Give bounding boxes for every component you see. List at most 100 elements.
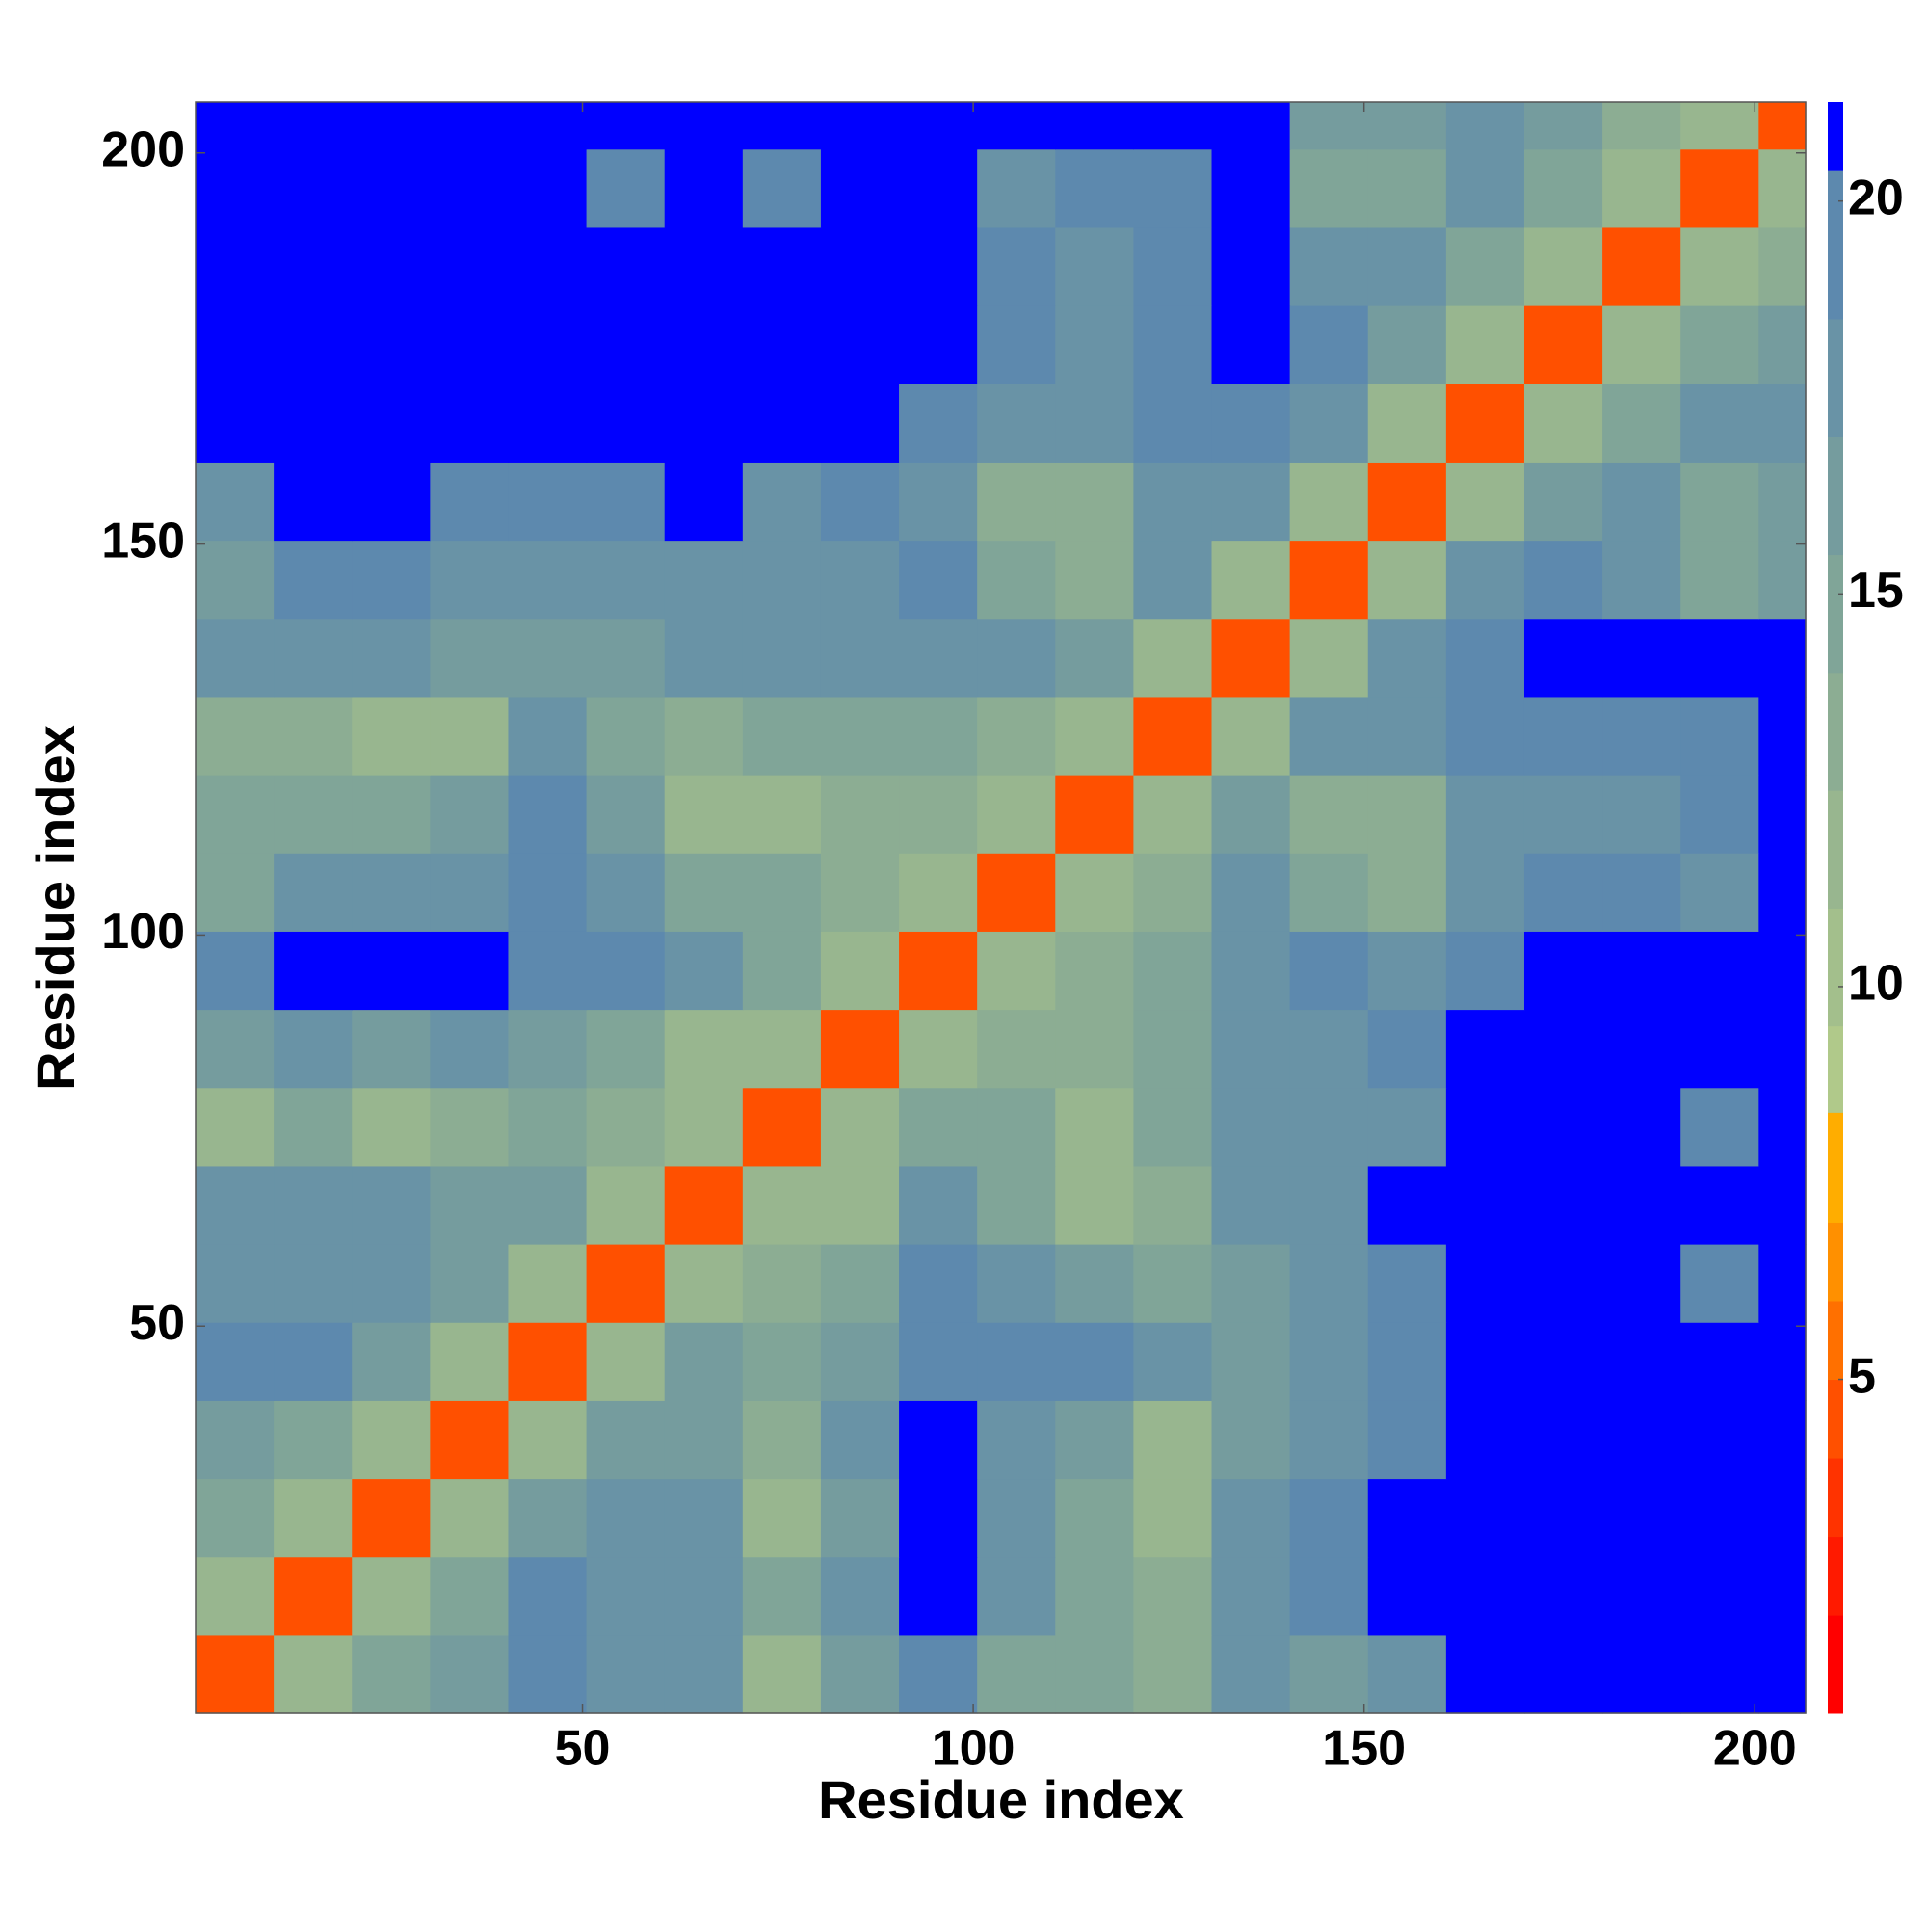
heatmap-cell <box>1367 618 1447 698</box>
heatmap-cell <box>1133 1400 1213 1480</box>
heatmap-cell <box>430 462 510 542</box>
heatmap-cell <box>977 148 1056 228</box>
heatmap-cell <box>1445 1009 1525 1089</box>
heatmap-cell <box>1211 226 1291 306</box>
heatmap-cell <box>899 226 978 306</box>
heatmap-cell <box>1523 853 1603 932</box>
heatmap-cell <box>820 1556 900 1636</box>
heatmap-cell <box>430 696 510 776</box>
heatmap-cell <box>274 1165 353 1245</box>
heatmap-cell <box>508 1634 588 1714</box>
heatmap-cell <box>1133 102 1213 150</box>
heatmap-cell <box>508 853 588 932</box>
heatmap-cell <box>1055 305 1134 384</box>
heatmap-cell <box>742 696 822 776</box>
heatmap-cell <box>742 853 822 932</box>
heatmap-cell <box>1758 148 1807 228</box>
heatmap-cell <box>586 931 666 1011</box>
heatmap-cell <box>508 1400 588 1480</box>
colorbar-band <box>1828 1025 1843 1113</box>
heatmap-cell <box>430 540 510 620</box>
heatmap-cell <box>196 462 275 542</box>
heatmap-cell <box>430 305 510 384</box>
heatmap-cell <box>977 931 1056 1011</box>
heatmap-cell <box>1133 1634 1213 1714</box>
heatmap-cell <box>1445 102 1525 150</box>
heatmap-cell <box>1289 618 1369 698</box>
heatmap-cell <box>899 305 978 384</box>
heatmap-cell <box>274 1634 353 1714</box>
heatmap-cell <box>1211 618 1291 698</box>
heatmap-cell <box>1211 1009 1291 1089</box>
heatmap-cell <box>742 148 822 228</box>
heatmap-cell <box>1523 696 1603 776</box>
heatmap-cell <box>586 1400 666 1480</box>
heatmap-cell <box>1211 305 1291 384</box>
heatmap-cell <box>664 931 744 1011</box>
heatmap-cell <box>1211 1556 1291 1636</box>
colorbar-band <box>1828 1112 1843 1223</box>
heatmap-cell <box>1211 462 1291 542</box>
heatmap-cell <box>1758 1478 1807 1558</box>
heatmap-cell <box>977 102 1056 150</box>
heatmap-cell <box>430 775 510 854</box>
heatmap-cell <box>742 618 822 698</box>
heatmap-cell <box>1445 1400 1525 1480</box>
heatmap-cell <box>1055 1009 1134 1089</box>
heatmap-cell <box>586 540 666 620</box>
heatmap-cell <box>1289 1244 1369 1323</box>
heatmap-cell <box>1602 1634 1681 1714</box>
heatmap-cell <box>977 1165 1056 1245</box>
heatmap-cell <box>274 618 353 698</box>
heatmap-cell <box>274 696 353 776</box>
heatmap-cell <box>1367 1634 1447 1714</box>
heatmap-cell <box>508 540 588 620</box>
heatmap-cell <box>1211 696 1291 776</box>
heatmap-cell <box>1445 148 1525 228</box>
heatmap-cell <box>1211 384 1291 463</box>
heatmap-cell <box>1680 462 1759 542</box>
heatmap-cell <box>352 148 431 228</box>
heatmap-cell <box>1445 696 1525 776</box>
heatmap-cell <box>899 102 978 150</box>
heatmap-cell <box>196 775 275 854</box>
heatmap-cell <box>1758 931 1807 1011</box>
heatmap-cell <box>1758 462 1807 542</box>
heatmap-cell <box>820 305 900 384</box>
heatmap-cell <box>742 1634 822 1714</box>
heatmap-cell <box>586 305 666 384</box>
heatmap-cell <box>1367 462 1447 542</box>
heatmap-cell <box>820 1478 900 1558</box>
heatmap-cell <box>1758 1556 1807 1636</box>
heatmap-cell <box>1602 853 1681 932</box>
heatmap-cell <box>1133 226 1213 306</box>
heatmap-cell <box>1289 1087 1369 1167</box>
heatmap-cell <box>1445 931 1525 1011</box>
heatmap-cell <box>742 1478 822 1558</box>
heatmap-cell <box>1523 1244 1603 1323</box>
heatmap-cell <box>352 384 431 463</box>
heatmap-cell <box>1445 1322 1525 1401</box>
heatmap-cell <box>1133 618 1213 698</box>
heatmap-cell <box>664 853 744 932</box>
heatmap-cell <box>352 853 431 932</box>
heatmap-cell <box>1289 1556 1369 1636</box>
heatmap-cell <box>196 931 275 1011</box>
heatmap-cell <box>899 1478 978 1558</box>
heatmap-cell <box>977 462 1056 542</box>
heatmap-cell <box>977 1556 1056 1636</box>
heatmap-cell <box>1367 148 1447 228</box>
heatmap-cell <box>742 775 822 854</box>
heatmap-cell <box>196 226 275 306</box>
heatmap-cell <box>1758 305 1807 384</box>
heatmap-cell <box>274 853 353 932</box>
heatmap-cell <box>196 1400 275 1480</box>
heatmap-cell <box>742 102 822 150</box>
heatmap-cell <box>1602 540 1681 620</box>
heatmap-cell <box>1367 1556 1447 1636</box>
heatmap-cell <box>1055 696 1134 776</box>
heatmap-cell <box>196 1009 275 1089</box>
heatmap-cell <box>742 1009 822 1089</box>
heatmap-cell <box>977 305 1056 384</box>
heatmap-cell <box>196 853 275 932</box>
